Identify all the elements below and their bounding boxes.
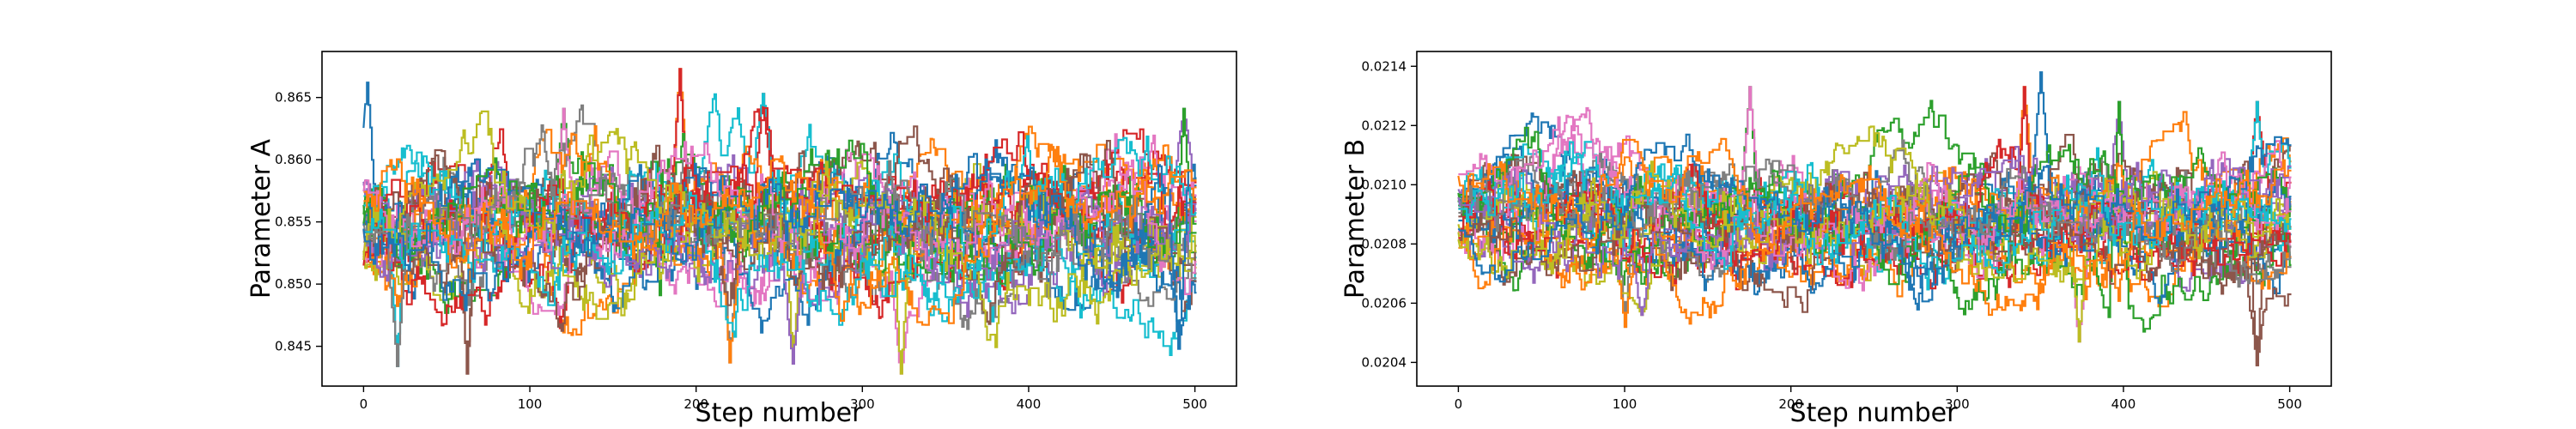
chart-panel-parameter-b: 0 100 200 300 400 500 0.0204 0.0206 0.0208 0.021… <box>1340 51 2332 428</box>
y-axis-label: Parameter A <box>246 138 276 299</box>
x-tick-label: 500 <box>2277 396 2302 412</box>
y-tick-label: 0.0214 <box>1362 58 1407 74</box>
x-tick-label: 200 <box>1778 396 1803 412</box>
series-lines <box>1457 71 2292 366</box>
series-line <box>363 135 1197 338</box>
x-tick-label: 0 <box>1455 396 1463 412</box>
y-axis-label: Parameter B <box>1340 139 1370 299</box>
series-line <box>1457 137 2292 317</box>
y-axis-ticks: 0.0204 0.0206 0.0208 0.0210 0.0212 0.0214 <box>1362 58 1417 370</box>
y-tick-label: 0.850 <box>275 276 312 292</box>
x-tick-label: 500 <box>1182 396 1207 412</box>
y-tick-label: 0.855 <box>275 214 312 230</box>
x-axis-label: Step number <box>696 398 864 428</box>
x-tick-label: 300 <box>850 396 875 412</box>
series-lines <box>362 68 1197 375</box>
series-line <box>362 110 1197 348</box>
y-tick-label: 0.0204 <box>1362 354 1407 370</box>
series-line <box>362 153 1197 350</box>
y-tick-label: 0.0212 <box>1362 118 1407 133</box>
y-tick-label: 0.0210 <box>1362 177 1407 192</box>
x-axis-ticks: 0 100 200 300 400 500 <box>1455 386 2302 412</box>
series-line <box>362 188 1197 365</box>
series-line <box>1457 133 2292 311</box>
x-tick-label: 400 <box>2111 396 2136 412</box>
series-line <box>1457 100 2292 333</box>
x-tick-label: 200 <box>683 396 708 412</box>
chart-panel-parameter-a: 0 100 200 300 400 500 0.8450.8500.8550.8600.8… <box>246 51 1237 428</box>
y-tick-label: 0.0208 <box>1362 236 1407 251</box>
series-line <box>362 106 1197 327</box>
x-tick-label: 0 <box>360 396 368 412</box>
y-tick-label: 0.865 <box>275 90 312 106</box>
series-line <box>362 124 1197 367</box>
x-tick-label: 100 <box>1613 396 1637 412</box>
y-tick-label: 0.860 <box>275 152 312 167</box>
x-tick-label: 300 <box>1945 396 1970 412</box>
series-line <box>1458 172 2292 295</box>
y-tick-label: 0.0206 <box>1362 295 1407 311</box>
x-axis-ticks: 0 100 200 300 400 500 <box>360 386 1207 412</box>
axes-frame <box>321 51 1237 387</box>
x-tick-label: 400 <box>1017 396 1042 412</box>
series-line <box>363 146 1197 326</box>
x-axis-label: Step number <box>1790 398 1959 428</box>
axes-frame <box>1416 51 2332 387</box>
y-axis-ticks: 0.845 0.850 0.855 0.860 0.865 <box>275 90 322 354</box>
y-tick-label: 0.845 <box>275 339 312 354</box>
x-tick-label: 100 <box>518 396 543 412</box>
